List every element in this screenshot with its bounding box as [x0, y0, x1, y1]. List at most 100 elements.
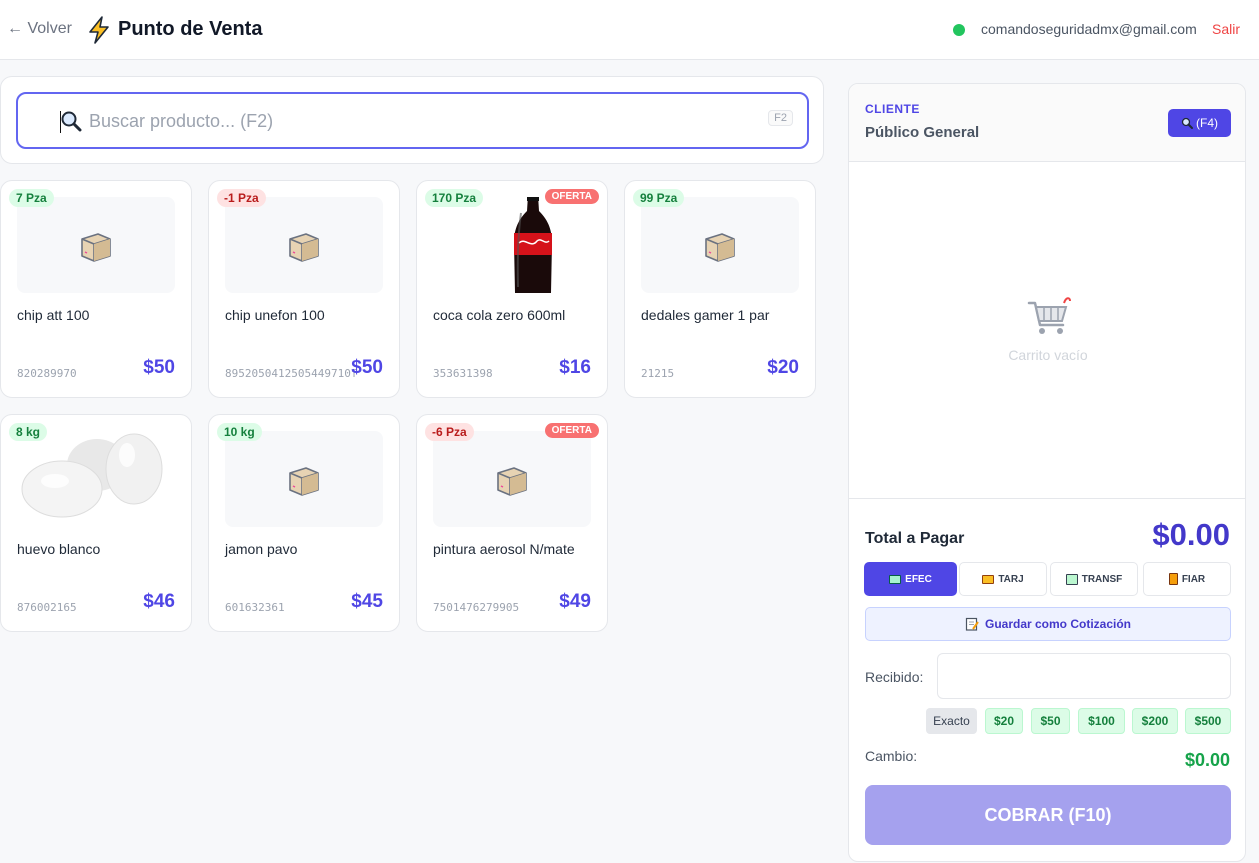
stock-badge: 10 kg: [217, 423, 262, 441]
payment-card-button[interactable]: TARJ: [959, 562, 1047, 596]
stock-badge: 8 kg: [9, 423, 48, 441]
shortcut-badge: F2: [768, 110, 793, 126]
eggs-image: [21, 433, 163, 518]
save-quote-button[interactable]: Guardar como Cotización: [865, 607, 1231, 641]
payment-method-label: TARJ: [998, 573, 1024, 585]
product-search-input[interactable]: Buscar producto... (F2) F2: [16, 92, 809, 149]
product-thumbnail: [225, 431, 383, 527]
product-card[interactable]: -1 Pza chip unefon 100 89520504125054497…: [208, 180, 400, 398]
product-name: chip att 100: [17, 307, 90, 323]
stock-badge: -1 Pza: [217, 189, 266, 207]
product-price: $50: [351, 357, 383, 378]
search-icon: [61, 111, 82, 132]
received-label: Recibido:: [865, 669, 924, 685]
text-cursor: [60, 111, 61, 133]
stock-badge: 7 Pza: [9, 189, 54, 207]
product-card[interactable]: -6 Pza OFERTA pintura aerosol N/mate 750…: [416, 414, 608, 632]
product-price: $45: [351, 591, 383, 612]
logout-button[interactable]: Salir: [1212, 21, 1241, 37]
stock-badge: 99 Pza: [633, 189, 685, 207]
product-price: $49: [559, 591, 591, 612]
product-name: dedales gamer 1 par: [641, 307, 770, 323]
search-placeholder: Buscar producto... (F2): [89, 111, 274, 131]
back-link[interactable]: ← Volver: [7, 20, 72, 37]
package-box-icon: [289, 233, 319, 262]
package-box-icon: [705, 233, 735, 262]
payment-method-label: TRANSF: [1081, 573, 1123, 585]
payment-transfer-button[interactable]: TRANSF: [1050, 562, 1138, 596]
change-amount: $0.00: [1184, 750, 1230, 770]
product-name: jamon pavo: [225, 541, 298, 557]
product-thumbnail: [433, 197, 591, 293]
divider: [849, 498, 1245, 499]
product-thumbnail: [225, 197, 383, 293]
client-search-label: (F4): [1196, 116, 1218, 130]
package-box-icon: [497, 467, 527, 496]
product-name: pintura aerosol N/mate: [433, 541, 575, 557]
quick-amount-50-button[interactable]: $50: [1031, 708, 1070, 734]
product-price: $16: [559, 357, 591, 378]
quick-amount-200-button[interactable]: $200: [1132, 708, 1178, 734]
product-thumbnail: [433, 431, 591, 527]
online-status-indicator: [953, 24, 965, 36]
client-label: CLIENTE: [865, 102, 920, 116]
top-bar: ← Volver Punto de Venta comandoseguridad…: [0, 0, 1259, 60]
client-name: Público General: [865, 124, 980, 141]
offer-badge: OFERTA: [544, 189, 599, 204]
product-card[interactable]: 10 kg jamon pavo 601632361 $45: [208, 414, 400, 632]
client-search-button[interactable]: (F4): [1168, 109, 1231, 137]
product-thumbnail: [17, 197, 175, 293]
checkout-panel: CLIENTE Público General (F4) Carrito vac…: [848, 83, 1246, 862]
offer-badge: OFERTA: [544, 423, 599, 438]
received-amount-input[interactable]: [937, 653, 1231, 699]
product-name: chip unefon 100: [225, 307, 325, 323]
total-amount: $0.00: [1152, 517, 1230, 552]
total-label: Total a Pagar: [865, 530, 965, 547]
product-code: 353631398: [433, 367, 493, 380]
product-card[interactable]: 99 Pza dedales gamer 1 par 21215 $20: [624, 180, 816, 398]
empty-cart-message: Carrito vacío: [1008, 347, 1088, 363]
credit-card-icon: [982, 574, 995, 584]
cart-area: Carrito vacío: [849, 162, 1245, 498]
product-code: 21215: [641, 367, 675, 380]
product-code: 8952050412505449710f: [225, 367, 358, 380]
shopping-cart-icon: [1027, 297, 1071, 334]
product-thumbnail: [641, 197, 799, 293]
product-price: $20: [767, 357, 799, 378]
search-card: Buscar producto... (F2) F2: [0, 76, 824, 164]
payment-method-label: FIAR: [1181, 573, 1206, 585]
package-box-icon: [289, 467, 319, 496]
product-card[interactable]: 7 Pza chip att 100 820289970 $50: [0, 180, 192, 398]
search-icon: [1181, 117, 1193, 129]
quick-amount-20-button[interactable]: $20: [985, 708, 1023, 734]
stock-badge: -6 Pza: [425, 423, 474, 441]
product-code: 820289970: [17, 367, 77, 380]
product-thumbnail: [17, 431, 175, 527]
client-section: CLIENTE Público General (F4): [849, 84, 1245, 162]
quick-amount-500-button[interactable]: $500: [1185, 708, 1231, 734]
quick-amount-100-button[interactable]: $100: [1078, 708, 1125, 734]
payment-credit-button[interactable]: FIAR: [1143, 562, 1231, 596]
product-code: 601632361: [225, 601, 285, 614]
payment-method-label: EFEC: [905, 573, 932, 585]
soda-bottle-image: [514, 197, 552, 293]
payment-cash-button[interactable]: EFEC: [864, 562, 957, 596]
product-price: $50: [143, 357, 175, 378]
save-quote-label: Guardar como Cotización: [984, 617, 1132, 631]
user-email: comandoseguridadmx@gmail.com: [981, 21, 1197, 37]
product-price: $46: [143, 591, 175, 612]
product-card[interactable]: 8 kg huevo blanco 876002165 $46: [0, 414, 192, 632]
product-code: 7501476279905: [433, 601, 520, 614]
product-name: huevo blanco: [17, 541, 101, 557]
bank-icon: [1065, 573, 1078, 585]
charge-button[interactable]: COBRAR (F10): [865, 785, 1231, 845]
package-box-icon: [81, 233, 111, 262]
notebook-icon: [1168, 573, 1178, 585]
stock-badge: 170 Pza: [425, 189, 484, 207]
product-card[interactable]: 170 Pza OFERTA coca cola zero 600ml 3536…: [416, 180, 608, 398]
memo-icon: [965, 617, 979, 631]
exact-amount-button[interactable]: Exacto: [926, 708, 977, 734]
product-code: 876002165: [17, 601, 77, 614]
product-name: coca cola zero 600ml: [433, 307, 566, 323]
lightning-icon: [89, 16, 109, 44]
